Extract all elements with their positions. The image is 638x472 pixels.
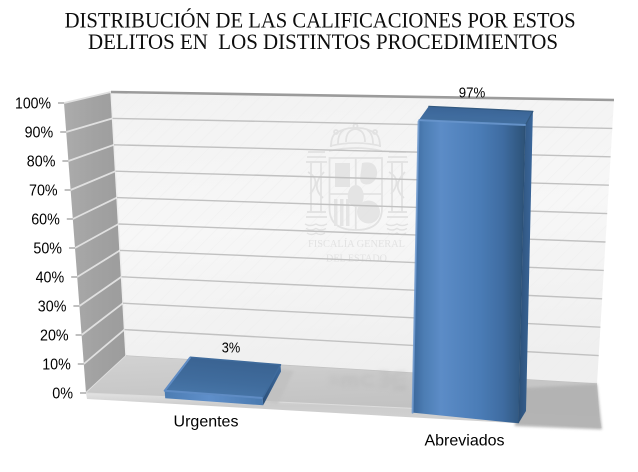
svg-text:Urgentes: Urgentes [174, 414, 239, 431]
svg-text:FISCALÍA GENERAL: FISCALÍA GENERAL [308, 238, 405, 250]
svg-text:≡m⊂∃⋸: ≡m⊂∃⋸ [328, 369, 408, 392]
svg-text:10%: 10% [42, 357, 71, 374]
svg-text:50%: 50% [33, 241, 62, 258]
svg-text:Abreviados: Abreviados [424, 433, 504, 450]
svg-text:30%: 30% [38, 299, 67, 316]
svg-text:0%: 0% [52, 386, 73, 403]
svg-text:DEL ESTADO: DEL ESTADO [326, 254, 387, 265]
svg-text:DISTRIBUCIÓN DE LAS CALIFICACI: DISTRIBUCIÓN DE LAS CALIFICACIONES POR E… [65, 7, 576, 33]
svg-text:97%: 97% [459, 85, 486, 102]
svg-text:DELITOS EN LOS DISTINTOS PROC: DELITOS EN LOS DISTINTOS PROCEDIMIENTOS [88, 29, 558, 54]
svg-text:100%: 100% [15, 96, 51, 113]
svg-text:80%: 80% [27, 154, 56, 171]
svg-text:70%: 70% [29, 183, 58, 200]
svg-text:40%: 40% [36, 270, 65, 287]
svg-text:90%: 90% [25, 125, 54, 142]
svg-text:3%: 3% [222, 339, 241, 356]
svg-text:60%: 60% [31, 212, 60, 229]
svg-text:20%: 20% [40, 328, 69, 345]
